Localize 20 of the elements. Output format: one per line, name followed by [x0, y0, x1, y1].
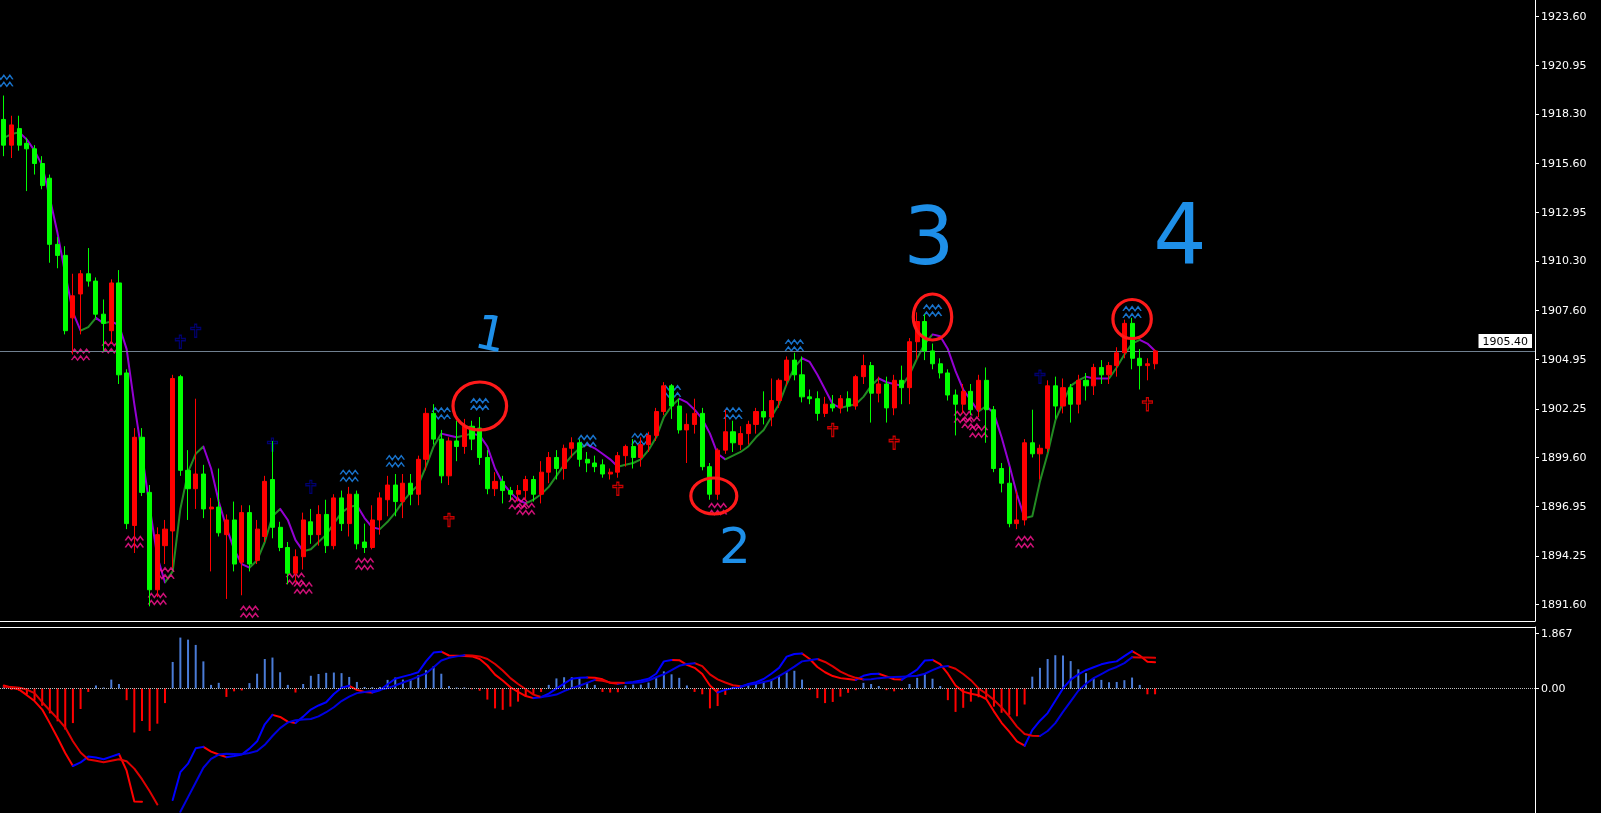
- annotation: 3: [903, 189, 955, 283]
- y-tick-label: 1918.30: [1541, 107, 1587, 121]
- annotation: 2: [719, 517, 751, 575]
- y-tick-label: 1899.60: [1541, 450, 1587, 464]
- y-tick-label: 1891.60: [1541, 597, 1587, 611]
- y-tick-label: 1920.95: [1541, 58, 1587, 72]
- y-tick-label: 1912.95: [1541, 205, 1587, 219]
- y-tick-label: 1923.60: [1541, 10, 1587, 24]
- y-tick-label: 0.00: [1541, 681, 1566, 695]
- annotation: 1: [470, 302, 512, 364]
- y-tick-label: 1896.95: [1541, 499, 1587, 513]
- y-tick-label: 1910.30: [1541, 254, 1587, 268]
- y-tick-label: 1902.25: [1541, 402, 1587, 416]
- ref-line-label: 1905.40: [1482, 334, 1528, 348]
- y-tick-label: 1.867: [1541, 627, 1573, 641]
- y-tick-label: 1915.60: [1541, 157, 1587, 171]
- y-tick-label: 1907.60: [1541, 304, 1587, 317]
- y-tick-label: 1894.25: [1541, 549, 1587, 563]
- y-tick-label: 1904.95: [1541, 352, 1587, 366]
- annotation: 4: [1153, 185, 1207, 283]
